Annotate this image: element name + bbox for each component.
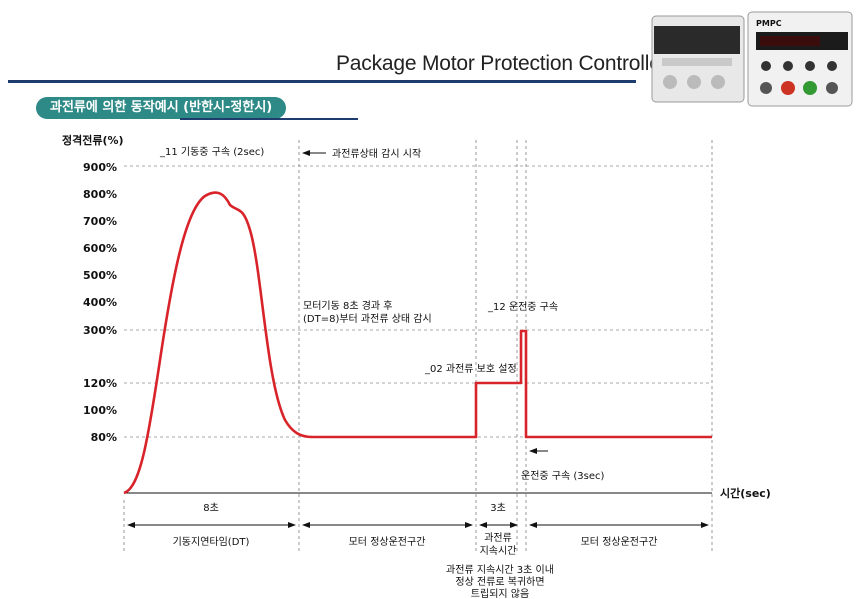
gridlines	[124, 165, 712, 438]
y-tick: 500%	[83, 269, 117, 282]
phase-oc-2: 지속시간	[480, 545, 517, 557]
duration-dt: 8초	[203, 502, 219, 514]
phase-oc-1: 과전류	[484, 532, 512, 544]
x-axis-label: 시간(sec)	[720, 486, 771, 500]
page-title: Package Motor Protection Controller	[336, 52, 668, 75]
phase-normal-2: 모터 정상운전구간	[581, 536, 658, 548]
y-tick: 400%	[83, 296, 117, 309]
y-tick: 120%	[83, 377, 117, 390]
annotation-run-lock: _12 운전중 구속	[487, 301, 558, 313]
annotation-after-dt-2: (DT=8)부터 과전류 상태 감시	[303, 313, 432, 325]
y-tick: 800%	[83, 188, 117, 201]
duration-oc: 3초	[490, 502, 506, 514]
y-ticks: 900% 800% 700% 600% 500% 400% 300% 120% …	[83, 161, 117, 444]
y-tick: 80%	[91, 431, 117, 444]
device-brand: PMPC	[756, 19, 782, 28]
annotation-oc-setting: _02 과전류 보호 설정	[424, 363, 517, 375]
title-underline	[8, 80, 636, 83]
section-underline	[180, 118, 358, 120]
y-tick: 600%	[83, 242, 117, 255]
annotation-start-lock: _11 기동중 구속 (2sec)	[159, 146, 264, 158]
y-tick: 300%	[83, 324, 117, 337]
vertical-guides	[123, 140, 713, 552]
footnote-line-1: 과전류 지속시간 3초 이내	[446, 564, 554, 576]
footnote-line-3: 트립되지 않음	[471, 587, 529, 599]
y-axis-label: 정격전류(%)	[62, 133, 124, 147]
annotation-after-dt-1: 모터기동 8초 경과 후	[303, 299, 393, 312]
annotation-monitor-start: 과전류상태 감시 시작	[332, 148, 421, 160]
footnote-line-2: 정상 전류로 복귀하면	[455, 575, 544, 588]
section-title: 과전류에 의한 동작예시 (반한시-정한시)	[36, 97, 287, 119]
annotation-run-lock-3sec: 운전중 구속 (3sec)	[521, 470, 604, 482]
y-tick: 900%	[83, 161, 117, 174]
y-tick: 700%	[83, 215, 117, 228]
current-curve	[123, 191, 712, 495]
controller-device-image: PMPC	[651, 11, 853, 107]
phase-dt: 기동지연타임(DT)	[173, 535, 250, 548]
phase-normal-1: 모터 정상운전구간	[349, 536, 426, 548]
y-tick: 100%	[83, 404, 117, 417]
